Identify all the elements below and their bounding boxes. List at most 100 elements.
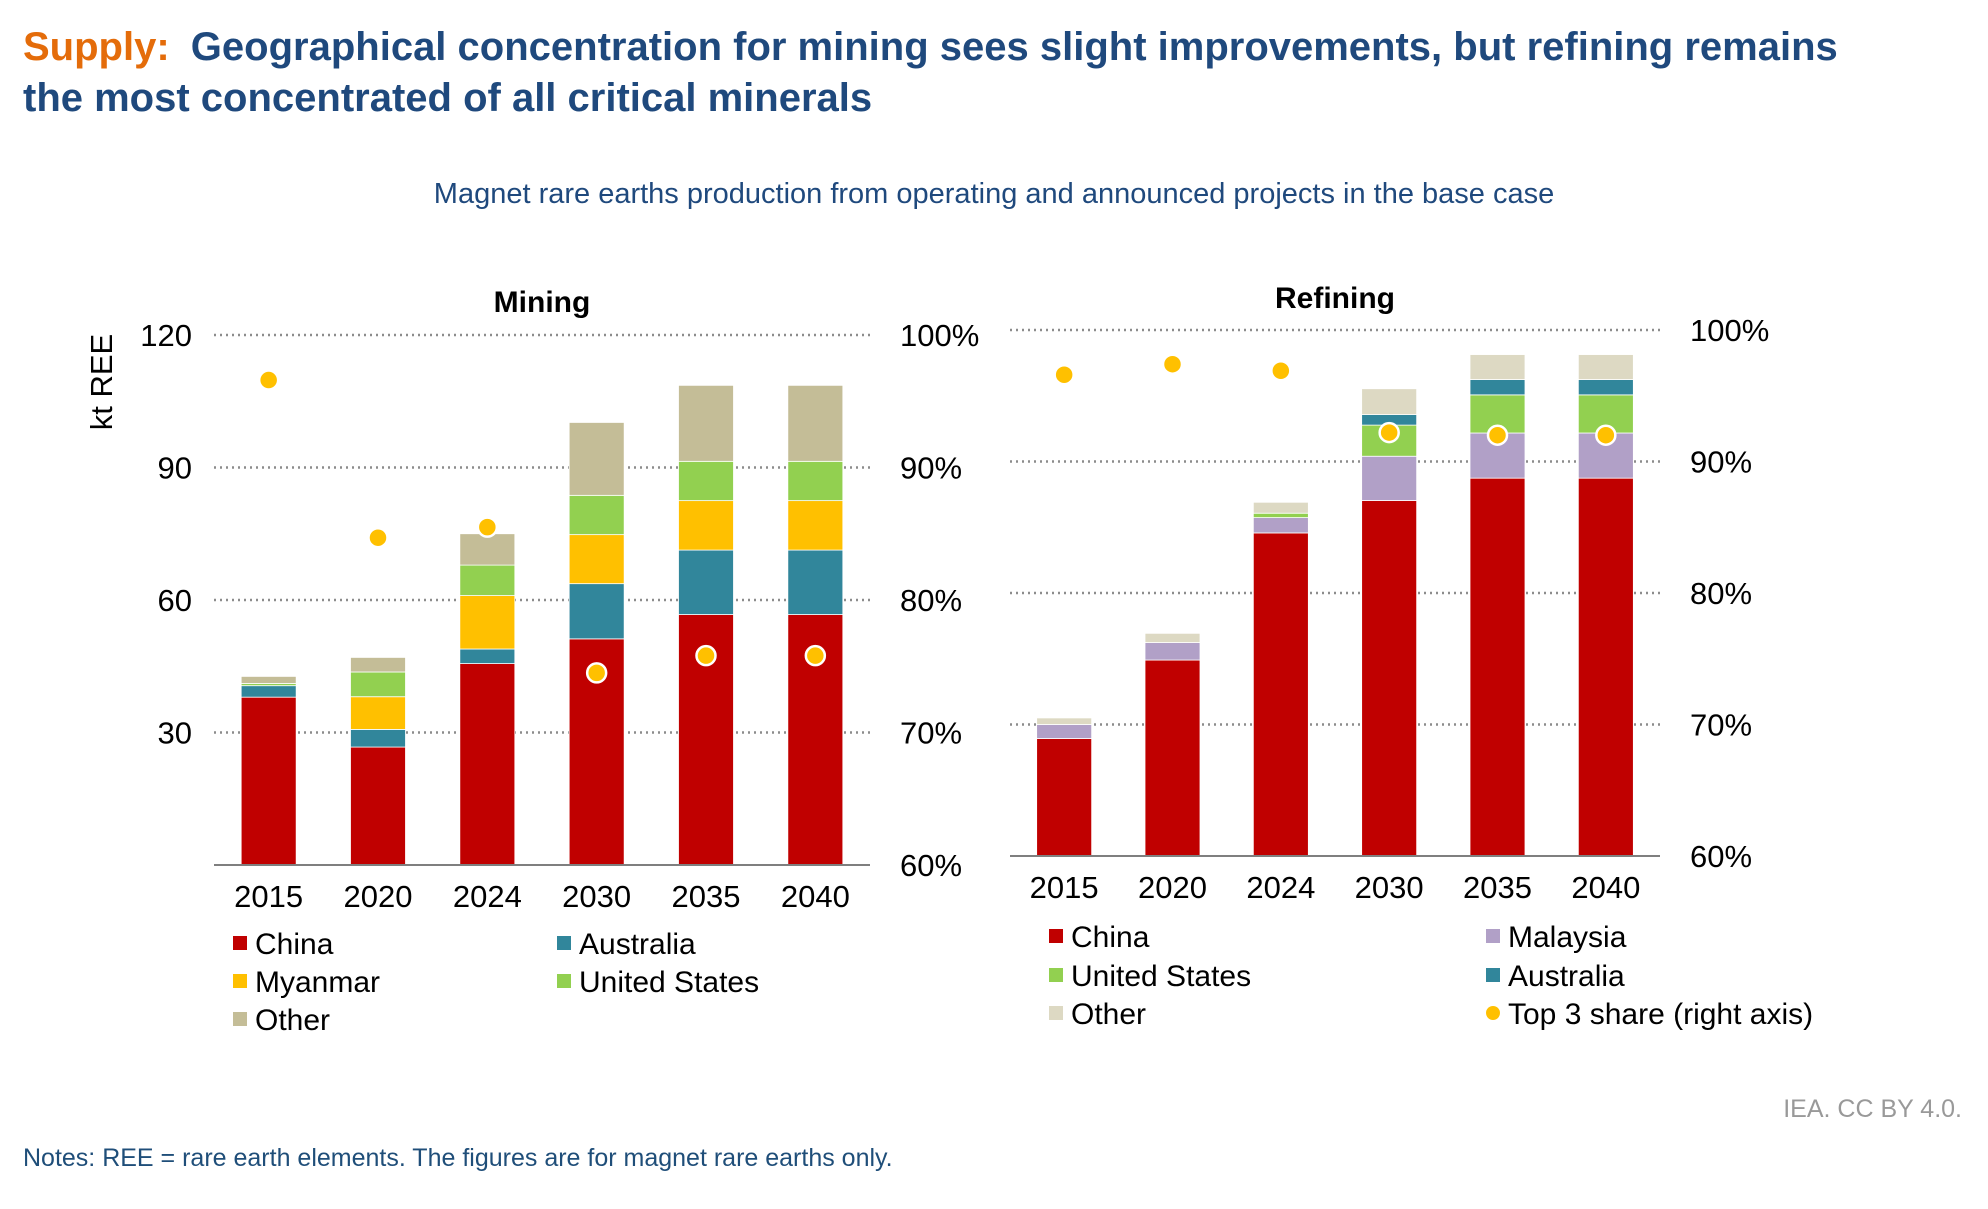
right-axis-tick-label: 90% [900,451,962,486]
bar-segment-other [678,384,734,462]
legend-label: Australia [579,928,696,961]
bar-segment-other [568,422,625,496]
bar-segment-other [1469,354,1526,380]
legend-label: United States [1071,960,1251,993]
share-marker [257,369,280,391]
share-marker [476,516,499,538]
left-axis-tick-label: 120 [140,318,192,353]
left-axis-tick-label: 60 [158,583,192,618]
legend-label: Malaysia [1508,921,1627,954]
bar-segment-other [1036,717,1093,725]
bar-segment-united-states [787,460,844,502]
legend-marker [1486,1006,1500,1020]
legend-item: United States [1049,960,1251,993]
bar-segment-china [350,746,406,866]
figure-title: Supply: Geographical concentration for m… [23,25,1838,69]
bar-segment-malaysia [1361,455,1418,501]
share-marker [1053,363,1075,386]
bar-segment-united-states [350,671,406,698]
share-marker [367,526,389,549]
right-axis-tick-label: 100% [900,318,979,353]
bar-segment-other [459,533,516,566]
bar-segment-australia [240,685,297,698]
bar-segment-other [1577,354,1634,380]
share-marker [804,644,827,667]
legend-swatch [1049,968,1063,982]
x-axis-tick-label: 2020 [344,879,413,914]
title-line-2: the most concentrated of all critical mi… [23,76,872,120]
legend-swatch [1049,929,1063,943]
legend-swatch [1486,929,1500,943]
legend-item: Malaysia [1486,921,1627,954]
legend-swatch [557,974,571,988]
bar-segment-united-states [1252,512,1309,519]
y-axis-label: kt REE [84,334,119,430]
bar-segment-australia [787,549,844,615]
share-marker [1595,424,1617,446]
bar-segment-other [1252,501,1309,514]
chart-subtitle: Magnet rare earths production from opera… [434,178,1554,210]
bar-segment-united-states [568,494,625,536]
bar-segment-china [459,663,516,866]
bar-segment-australia [459,648,516,665]
legend-label: United States [579,966,759,999]
bar-segment-myanmar [568,534,625,585]
x-axis-tick-label: 2030 [562,879,631,914]
bar-segment-china [1577,477,1634,857]
bar-segment-other [350,657,406,673]
share-marker [695,644,717,667]
refining-chart: Refining 60% 70% 80% 90% 100% 2015 2020 2024 2030… [1010,282,1813,1031]
bar-segment-china [1036,738,1093,857]
bar-segment-other [1144,632,1201,643]
bar-segment-other [240,676,297,684]
share-marker [585,662,608,684]
right-axis-tick-label: 100% [1690,313,1769,348]
source-credit: IEA. CC BY 4.0. [1783,1095,1962,1123]
legend-label: Top 3 share (right axis) [1508,998,1813,1031]
x-axis-tick-label: 2035 [1463,870,1532,905]
legend-item: Other [233,1004,330,1037]
legend-label: Other [255,1004,330,1037]
legend-label: Other [1071,998,1146,1031]
bar-segment-other [787,384,844,462]
legend-swatch [233,1012,247,1026]
bar-segment-china [1144,659,1201,857]
legend-label: Australia [1508,960,1625,993]
right-axis-tick-label: 90% [1690,445,1752,480]
right-axis-tick-label: 80% [1690,576,1752,611]
bar-segment-australia [1577,379,1634,396]
right-axis-tick-label: 80% [900,583,962,618]
bar-segment-myanmar [678,500,734,551]
bar-segment-china [1361,500,1418,857]
legend-swatch [1486,968,1500,982]
legend-swatch [233,974,247,988]
footnote: Notes: REE = rare earth elements. The fi… [23,1144,893,1172]
bar-segment-australia [678,549,734,615]
legend-item: Myanmar [233,966,380,999]
x-axis-tick-label: 2030 [1355,870,1424,905]
legend-swatch [557,936,571,950]
left-axis-tick-label: 30 [158,716,192,751]
share-marker [1270,360,1292,382]
bar-segment-other [1361,388,1418,415]
bar-segment-myanmar [787,500,844,551]
legend-label: China [1071,921,1150,954]
bar-segment-myanmar [350,696,406,730]
legend-item: China [1049,921,1150,954]
bar-segment-malaysia [1144,642,1201,661]
x-axis-tick-label: 2035 [672,879,741,914]
x-axis-tick-label: 2024 [453,879,522,914]
legend-swatch [1049,1006,1063,1020]
right-axis-tick-label: 60% [900,848,962,883]
x-axis-tick-label: 2040 [1571,870,1640,905]
bar-segment-china [240,696,297,866]
title-line-1: Geographical concentration for mining se… [191,25,1838,69]
right-axis-tick-label: 60% [1690,839,1752,874]
legend-item: United States [557,966,759,999]
bar-segment-australia [1469,379,1526,396]
x-axis-tick-label: 2020 [1138,870,1207,905]
right-axis-tick-label: 70% [1690,708,1752,743]
legend-item: Australia [557,928,696,961]
left-axis-tick-label: 90 [158,451,192,486]
